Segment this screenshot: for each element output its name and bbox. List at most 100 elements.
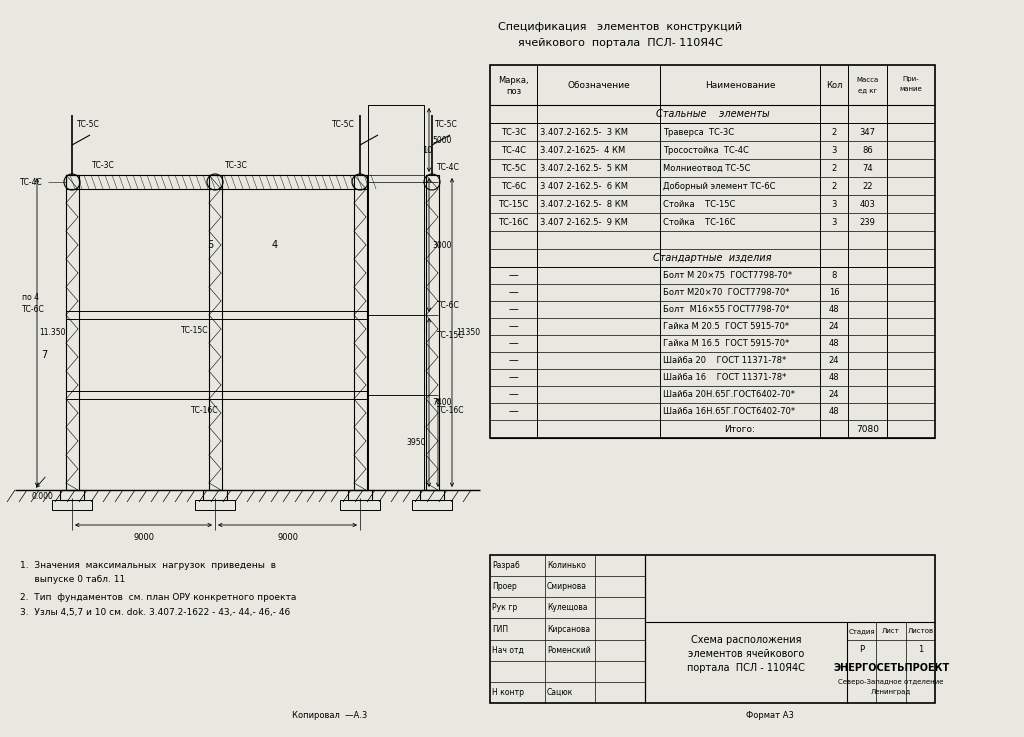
- Text: Болт М 20×75  ГОСТ7798-70*: Болт М 20×75 ГОСТ7798-70*: [663, 271, 793, 280]
- Text: Стандартные  изделия: Стандартные изделия: [653, 253, 772, 263]
- Text: Стальные    элементы: Стальные элементы: [655, 109, 769, 119]
- Text: Болт М20×70  ГОСТ7798-70*: Болт М20×70 ГОСТ7798-70*: [663, 288, 790, 297]
- Text: 3.407.2-1625-  4 КМ: 3.407.2-1625- 4 КМ: [540, 145, 626, 155]
- Bar: [52, 500, 92, 510]
- Text: 48: 48: [828, 407, 840, 416]
- Text: 239: 239: [859, 217, 876, 226]
- Text: Роменский: Роменский: [547, 646, 591, 654]
- Text: 48: 48: [828, 305, 840, 314]
- Text: 5: 5: [207, 240, 213, 250]
- Text: 3.407.2-162.5-  3 КМ: 3.407.2-162.5- 3 КМ: [540, 128, 628, 136]
- Text: Нач отд: Нач отд: [492, 646, 523, 654]
- Text: Спецификация   элементов  конструкций: Спецификация элементов конструкций: [498, 22, 742, 32]
- Text: Обозначение: Обозначение: [567, 80, 630, 89]
- Text: 8: 8: [831, 271, 837, 280]
- Bar: [195, 500, 234, 510]
- Text: Траверса  ТС-3С: Траверса ТС-3С: [663, 128, 734, 136]
- Text: Кол: Кол: [825, 80, 843, 89]
- Text: 3.407.2-162.5-  8 КМ: 3.407.2-162.5- 8 КМ: [540, 200, 628, 209]
- Text: Н контр: Н контр: [492, 688, 524, 697]
- Text: Формат А3: Формат А3: [746, 711, 794, 721]
- Text: 74: 74: [862, 164, 872, 172]
- Text: Болт  М16×55 ГОСТ7798-70*: Болт М16×55 ГОСТ7798-70*: [663, 305, 790, 314]
- Text: ТС-16С: ТС-16С: [499, 217, 528, 226]
- Text: 2: 2: [831, 164, 837, 172]
- Text: Марка,: Марка,: [499, 75, 528, 85]
- Text: 7080: 7080: [856, 425, 879, 433]
- Text: Молниеотвод ТС-5С: Молниеотвод ТС-5С: [663, 164, 751, 172]
- Text: ТС-6С: ТС-6С: [437, 301, 460, 310]
- Text: При-: При-: [903, 76, 920, 82]
- Text: 4: 4: [272, 240, 279, 250]
- Text: 3: 3: [831, 145, 837, 155]
- Bar: [490, 65, 935, 438]
- Text: —: —: [509, 355, 518, 366]
- Text: —: —: [509, 270, 518, 281]
- Bar: [209, 175, 222, 490]
- Text: Лист: Лист: [882, 628, 900, 634]
- Text: Ленинград: Ленинград: [871, 688, 911, 694]
- Bar: [66, 311, 367, 319]
- Text: 9000: 9000: [133, 533, 154, 542]
- Text: Кирсанова: Кирсанова: [547, 624, 590, 634]
- Text: выпуске 0 табл. 11: выпуске 0 табл. 11: [20, 576, 125, 584]
- Text: —: —: [509, 389, 518, 399]
- Text: Смирнова: Смирнова: [547, 582, 587, 591]
- Text: по 4: по 4: [22, 293, 39, 301]
- Bar: [66, 175, 79, 490]
- Text: 48: 48: [828, 339, 840, 348]
- Text: ТС-5С: ТС-5С: [332, 120, 355, 129]
- Text: Гайка М 20.5  ГОСТ 5915-70*: Гайка М 20.5 ГОСТ 5915-70*: [663, 322, 790, 331]
- Text: ТС-16С: ТС-16С: [437, 405, 465, 414]
- Text: портала  ПСЛ - 110Я4С: портала ПСЛ - 110Я4С: [687, 663, 805, 673]
- Text: —: —: [509, 304, 518, 315]
- Text: 2: 2: [831, 128, 837, 136]
- Text: 5000: 5000: [432, 136, 452, 144]
- Text: Проер: Проер: [492, 582, 517, 591]
- Text: 24: 24: [828, 356, 840, 365]
- Text: 2.  Тип  фундаментов  см. план ОРУ конкретного проекта: 2. Тип фундаментов см. план ОРУ конкретн…: [20, 593, 296, 603]
- Text: 86: 86: [862, 145, 872, 155]
- Text: 403: 403: [859, 200, 876, 209]
- Text: Копировал  —А.3: Копировал —А.3: [293, 711, 368, 721]
- Text: ТС-16С: ТС-16С: [191, 405, 219, 414]
- Text: Шайба 20Н.65Г.ГОСТ6402-70*: Шайба 20Н.65Г.ГОСТ6402-70*: [663, 390, 795, 399]
- Text: Тросостойка  ТС-4С: Тросостойка ТС-4С: [663, 145, 749, 155]
- Text: поз: поз: [506, 86, 521, 96]
- Text: Стойка    ТС-16С: Стойка ТС-16С: [663, 217, 735, 226]
- Text: Северо-Западное отделение: Северо-Западное отделение: [839, 679, 944, 685]
- Text: Шайба 16    ГОСТ 11371-78*: Шайба 16 ГОСТ 11371-78*: [663, 373, 786, 382]
- Text: —: —: [509, 287, 518, 298]
- Text: Стадия: Стадия: [848, 628, 874, 634]
- Text: ТС-5С: ТС-5С: [501, 164, 526, 172]
- Text: Рук гр: Рук гр: [492, 604, 517, 612]
- Bar: [420, 490, 444, 500]
- Text: ТС-3С: ТС-3С: [501, 128, 526, 136]
- Bar: [426, 175, 439, 490]
- Text: 24: 24: [828, 390, 840, 399]
- Text: ТС-15С: ТС-15С: [181, 326, 209, 335]
- Text: 7: 7: [41, 350, 47, 360]
- Text: 3: 3: [831, 217, 837, 226]
- Text: 3000: 3000: [432, 240, 452, 250]
- Text: Схема расположения: Схема расположения: [691, 635, 801, 645]
- Text: мание: мание: [900, 86, 923, 92]
- Bar: [354, 175, 367, 490]
- Text: 1.  Значения  максимальных  нагрузок  приведены  в: 1. Значения максимальных нагрузок привед…: [20, 561, 276, 570]
- Bar: [66, 175, 367, 189]
- Text: Кулещова: Кулещова: [547, 604, 588, 612]
- Bar: [348, 490, 372, 500]
- Bar: [490, 555, 935, 703]
- Text: ТС-3С: ТС-3С: [225, 161, 248, 170]
- Text: Р: Р: [859, 645, 864, 654]
- Text: —: —: [509, 372, 518, 383]
- Text: ячейкового  портала  ПСЛ- 110Я4С: ячейкового портала ПСЛ- 110Я4С: [517, 38, 723, 48]
- Text: Доборный элемент ТС-6С: Доборный элемент ТС-6С: [663, 181, 775, 190]
- Text: Колинько: Колинько: [547, 561, 586, 570]
- Text: 1: 1: [918, 645, 923, 654]
- Text: ТС-5С: ТС-5С: [435, 120, 458, 129]
- Bar: [60, 490, 84, 500]
- Text: 3.407 2-162.5-  9 КМ: 3.407 2-162.5- 9 КМ: [540, 217, 628, 226]
- Bar: [412, 500, 452, 510]
- Text: ТС-4С: ТС-4С: [20, 178, 43, 186]
